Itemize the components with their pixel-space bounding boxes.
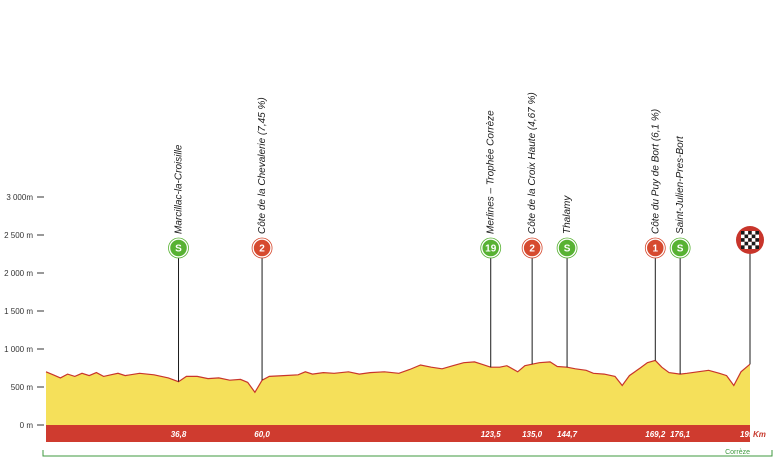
km-marker-label: 176,1	[670, 430, 691, 439]
finish-check	[748, 238, 752, 242]
sprint-badge	[168, 238, 189, 258]
sprint-badge-ring	[669, 237, 691, 259]
climb-badge-label: 1	[653, 244, 659, 255]
y-axis: 0 m 500 m 1 000 m 1 500 m 2 000 m 2 500 m 3 00…	[4, 193, 44, 430]
km-marker-label: 36,8	[171, 430, 187, 439]
climb-badge-ring	[251, 237, 273, 259]
y-tick-label: 2 500 m	[4, 231, 33, 240]
finish-check	[751, 231, 756, 235]
elevation-outline	[45, 359, 751, 394]
waypoint-name: Saint-Julien-Pres-Bort	[675, 135, 686, 234]
km-marker-label: 195,5	[740, 430, 761, 439]
finish-check	[741, 231, 745, 235]
finish-check	[741, 245, 745, 249]
climb-badge-ring	[644, 237, 666, 259]
finish-check	[751, 234, 756, 239]
km-unit-label: Km	[753, 430, 766, 439]
waypoints: S Marcillac-la-Croisille 2 Côte de la Cheva…	[168, 92, 764, 382]
finish-check	[748, 241, 752, 246]
finish-flag-icon	[736, 226, 764, 254]
region-line	[42, 450, 773, 457]
y-tick-label: 2 000 m	[4, 269, 33, 278]
sprint-badge-label: S	[677, 244, 684, 255]
region-label: Corrèze	[725, 449, 750, 456]
elevation-area	[46, 360, 750, 425]
finish-check	[751, 238, 756, 242]
sprint-badge-ring	[168, 237, 189, 259]
sprint-badge	[670, 238, 690, 258]
finish-check	[755, 238, 759, 242]
y-tick-label: 1 000 m	[4, 345, 33, 354]
finish-check	[748, 231, 752, 235]
waypoint-name: Côte du Puy de Bort (6,1 %)	[650, 109, 661, 234]
waypoint-name: Thalamy	[562, 195, 573, 234]
finish-check	[751, 245, 756, 249]
km-marker-label: 123,5	[481, 430, 502, 439]
climb-badge-label: 2	[529, 244, 535, 255]
finish-check	[744, 245, 749, 249]
finish-check	[755, 245, 759, 249]
climb-badge	[645, 238, 666, 258]
finish-check	[741, 238, 745, 242]
finish-check	[755, 241, 759, 246]
climb-badge-ring	[521, 237, 543, 259]
finish-check	[744, 231, 749, 235]
finish-check	[744, 241, 749, 246]
waypoint-name: Côte de la Chevalerie (7,45 %)	[257, 97, 268, 234]
km-band	[46, 425, 750, 442]
km-marker-label: 135,0	[522, 430, 543, 439]
finish-check	[755, 234, 759, 239]
y-tick-label: 1 500 m	[4, 307, 33, 316]
waypoint-name: Côte de la Croix Haute (4,67 %)	[527, 92, 538, 234]
finish-check	[741, 241, 745, 246]
sprint-badge	[480, 238, 501, 258]
sprint-badge-label: 19	[485, 244, 497, 255]
y-tick-label: 500 m	[11, 383, 34, 392]
climb-badge	[252, 238, 272, 258]
finish-check	[748, 234, 752, 239]
finish-check	[748, 245, 752, 249]
waypoint-name: Merlines – Trophée Corrèze	[486, 110, 497, 234]
y-tick-label: 0 m	[20, 421, 34, 430]
km-labels: 36,8 60,0 123,5 135,0 144,7 169,2 176,1 195,5Km	[171, 430, 766, 439]
km-marker-label: 144,7	[557, 430, 578, 439]
y-tick-label: 3 000m	[6, 193, 33, 202]
km-marker-label: 169,2	[645, 430, 666, 439]
finish-check	[744, 234, 749, 239]
sprint-badge-ring	[480, 237, 502, 259]
finish-check	[751, 241, 756, 246]
region-bracket: Corrèze	[42, 449, 773, 457]
finish-check	[744, 238, 749, 242]
sprint-badge	[557, 238, 577, 258]
km-marker-label: 60,0	[254, 430, 270, 439]
sprint-badge-label: S	[564, 244, 571, 255]
waypoint-name: Marcillac-la-Croisille	[174, 144, 185, 234]
sprint-badge-ring	[556, 237, 578, 259]
climb-badge	[522, 238, 542, 258]
climb-badge-label: 2	[259, 244, 265, 255]
finish-check	[755, 231, 759, 235]
finish-check	[741, 234, 745, 239]
sprint-badge-label: S	[175, 244, 182, 255]
